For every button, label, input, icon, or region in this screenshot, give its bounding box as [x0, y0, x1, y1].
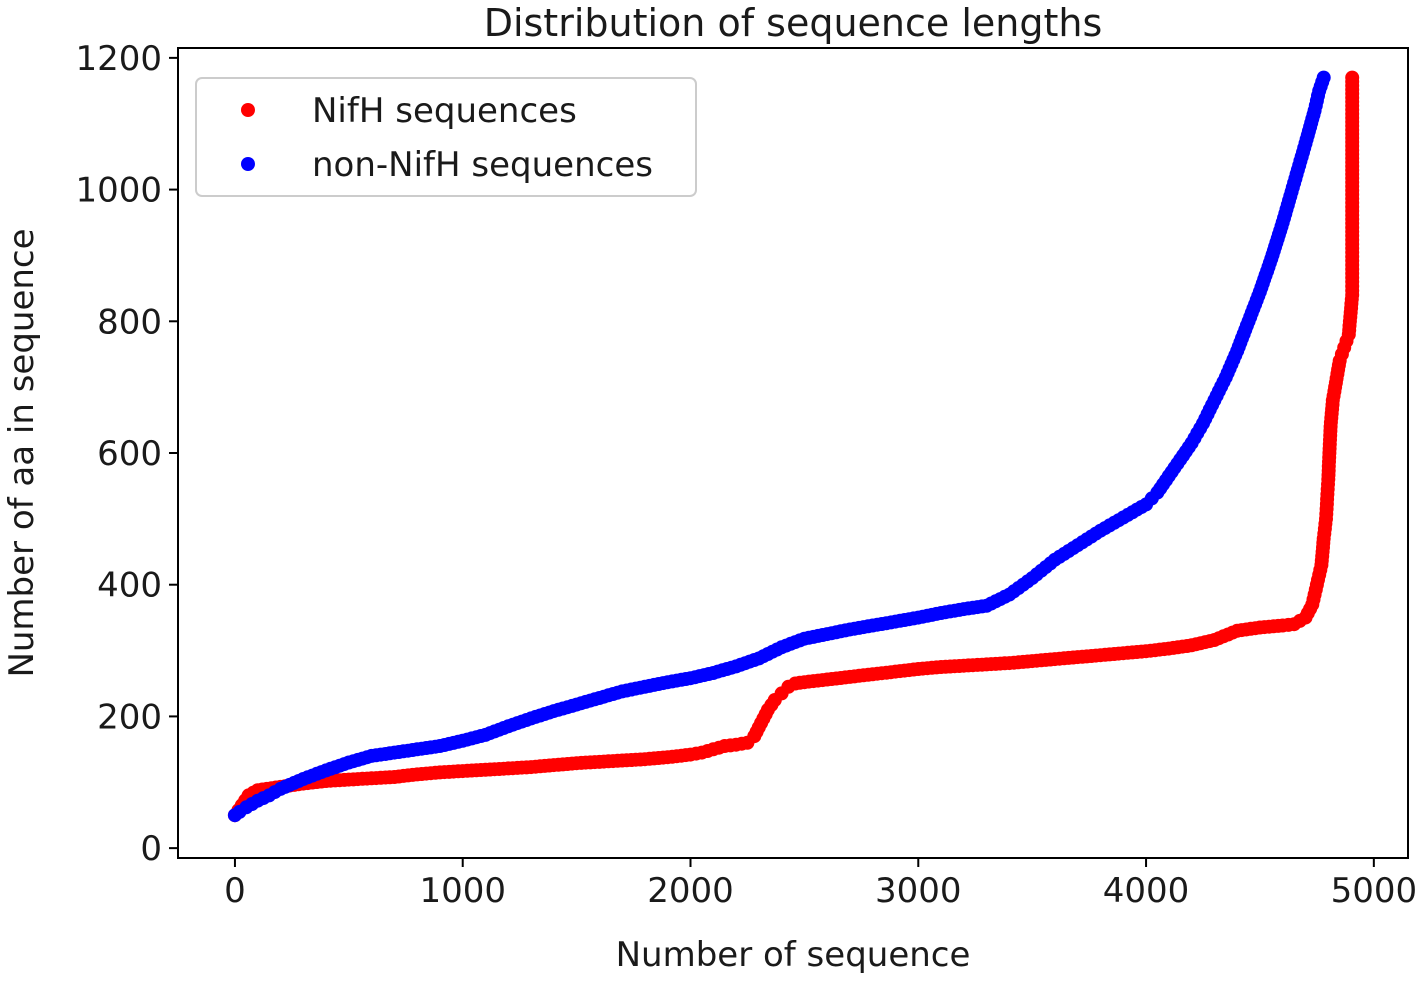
y-axis-label: Number of aa in sequence: [2, 228, 42, 677]
legend-marker: [241, 157, 255, 171]
x-tick-label: 3000: [875, 871, 962, 911]
y-tick-label: 600: [97, 434, 162, 474]
data-point: [1316, 70, 1331, 85]
x-tick-label: 0: [224, 871, 246, 911]
y-tick-label: 1200: [75, 39, 162, 79]
data-point: [1345, 70, 1360, 85]
y-tick-label: 400: [97, 566, 162, 606]
x-tick-label: 4000: [1103, 871, 1190, 911]
y-tick-label: 1000: [75, 171, 162, 211]
legend-marker: [241, 103, 255, 117]
y-tick-label: 800: [97, 302, 162, 342]
y-tick-label: 200: [97, 697, 162, 737]
x-tick-label: 1000: [419, 871, 506, 911]
legend-box: [195, 77, 697, 197]
legend-label: NifH sequences: [312, 91, 577, 131]
x-tick-label: 2000: [647, 871, 734, 911]
legend-label: non-NifH sequences: [312, 145, 653, 185]
x-axis-label: Number of sequence: [616, 935, 971, 975]
chart-title: Distribution of sequence lengths: [484, 1, 1103, 45]
x-tick-label: 5000: [1331, 871, 1417, 911]
y-tick-label: 0: [140, 829, 162, 869]
